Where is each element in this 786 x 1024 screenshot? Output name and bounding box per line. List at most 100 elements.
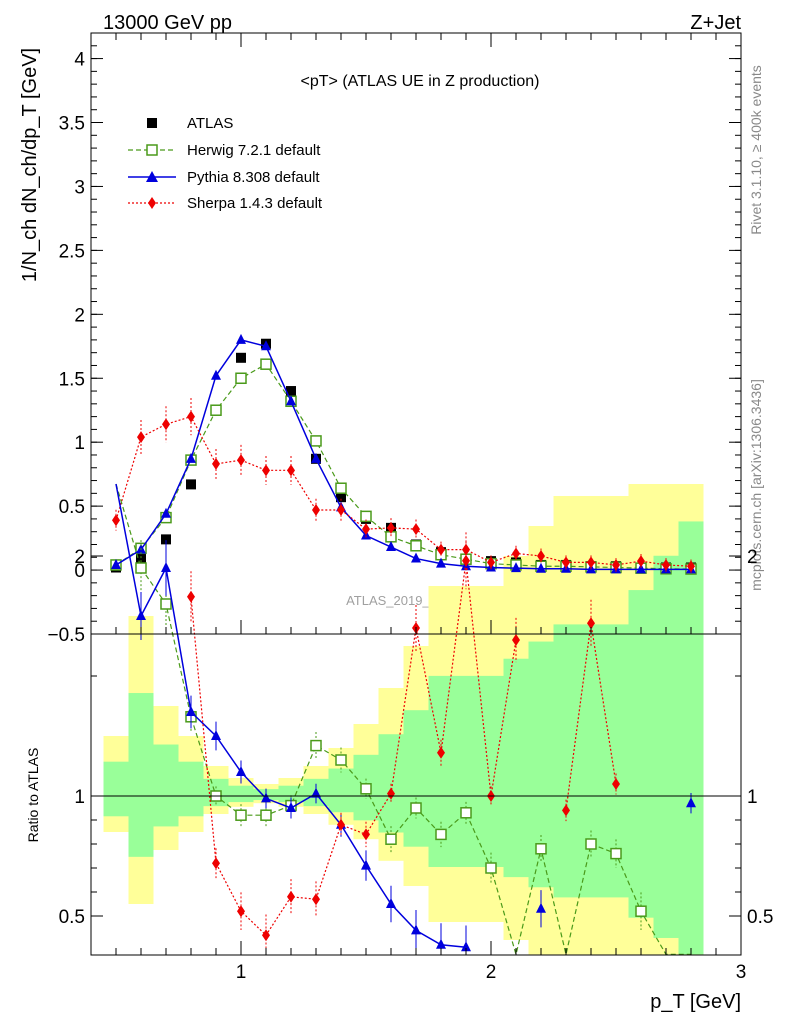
rivet-label: Rivet 3.1.10, ≥ 400k events	[748, 65, 764, 235]
data-point-sherpa	[337, 818, 345, 831]
x-tick-label: 2	[486, 962, 497, 983]
data-point-herwig	[460, 807, 472, 819]
data-point-sherpa	[387, 787, 395, 800]
y-tick-label: 4	[74, 50, 85, 71]
ratio-band-green	[553, 624, 579, 898]
data-point-herwig	[485, 862, 497, 874]
data-point-sherpa	[137, 431, 145, 444]
ratio-line-sherpa	[190, 560, 517, 937]
ratio-y-tick-label: 1	[74, 787, 85, 808]
y-tick-label: 3.5	[59, 114, 85, 135]
data-point-herwig	[310, 435, 322, 447]
data-point-sherpa	[362, 523, 370, 536]
legend-label-sherpa: Sherpa 1.4.3 default	[187, 195, 323, 212]
legend-marker-atlas	[147, 118, 157, 128]
ratio-y-tick-label-right: 2	[747, 547, 758, 568]
legend: ATLAS Herwig 7.2.1 default Pythia 8.308 …	[128, 115, 323, 212]
data-point-pythia	[186, 452, 196, 463]
data-point-sherpa	[312, 893, 320, 906]
data-point-herwig	[610, 847, 622, 860]
data-point-pythia	[261, 340, 271, 351]
ratio-band-green	[178, 761, 204, 817]
data-point-sherpa	[212, 857, 220, 870]
data-point-herwig	[160, 598, 172, 610]
data-point-herwig	[410, 802, 422, 814]
data-point-atlas	[286, 386, 296, 397]
legend-entry-herwig: Herwig 7.2.1 default	[128, 142, 321, 159]
y-tick-label: 1	[74, 433, 85, 454]
y-tick-label: 1.5	[59, 369, 85, 390]
mcplots-label: mcplots.cern.ch [arXiv:1306.3436]	[748, 379, 764, 591]
data-point-herwig	[585, 838, 597, 850]
data-point-herwig	[310, 739, 322, 752]
data-point-pythia	[436, 557, 446, 568]
data-point-pythia	[236, 766, 246, 776]
data-point-sherpa	[512, 547, 520, 560]
data-point-herwig	[235, 809, 247, 821]
legend-marker-herwig	[146, 144, 158, 156]
x-tick-label: 1	[236, 962, 247, 983]
data-point-pythia	[286, 802, 296, 812]
data-point-sherpa	[262, 929, 270, 942]
data-point-sherpa	[237, 905, 245, 918]
data-point-pythia	[636, 563, 646, 574]
data-point-sherpa	[237, 454, 245, 467]
y-tick-label: 0.5	[59, 497, 85, 518]
series-line-pythia	[115, 339, 691, 571]
data-point-pythia	[311, 452, 321, 463]
legend-entry-pythia: Pythia 8.308 default	[128, 169, 320, 186]
data-point-pythia	[411, 552, 421, 563]
data-point-pythia	[186, 706, 196, 716]
data-point-pythia	[386, 898, 396, 908]
data-point-sherpa	[562, 556, 570, 569]
ratio-band-green	[678, 521, 704, 955]
data-point-sherpa	[187, 590, 195, 603]
data-point-pythia	[361, 859, 371, 870]
data-point-sherpa	[162, 418, 170, 431]
ratio-y-tick-label-right: 0.5	[747, 907, 773, 928]
data-point-herwig	[410, 540, 422, 552]
data-point-pythia	[136, 610, 146, 620]
data-point-pythia	[161, 562, 171, 572]
data-point-herwig	[635, 905, 647, 917]
data-point-atlas	[186, 479, 196, 490]
data-point-herwig	[360, 783, 372, 795]
ratio-band-green	[153, 744, 179, 827]
ratio-band-green	[628, 590, 654, 918]
data-point-atlas	[136, 553, 146, 564]
data-point-sherpa	[637, 555, 645, 568]
data-point-sherpa	[687, 560, 695, 573]
data-point-herwig	[260, 358, 272, 370]
data-point-herwig	[335, 482, 347, 494]
data-point-pythia	[536, 562, 546, 573]
ratio-band-green	[378, 734, 404, 833]
ratio-band-green	[278, 785, 304, 803]
data-point-pythia	[286, 395, 296, 406]
data-point-sherpa	[287, 890, 295, 903]
data-point-atlas	[336, 492, 346, 503]
data-point-herwig	[135, 562, 147, 574]
ratio-band-green	[453, 675, 479, 867]
legend-entry-atlas: ATLAS	[147, 115, 233, 132]
data-point-pythia	[111, 558, 121, 569]
ratio-band-green	[103, 761, 129, 817]
data-point-pythia	[411, 924, 421, 935]
y-tick-label: −0.5	[47, 625, 85, 646]
data-point-sherpa	[262, 464, 270, 477]
x-tick-label: 3	[736, 962, 747, 983]
data-point-sherpa	[412, 523, 420, 536]
data-point-pythia	[211, 369, 221, 380]
data-point-sherpa	[337, 503, 345, 516]
data-point-herwig	[335, 754, 347, 766]
data-point-sherpa	[662, 558, 670, 571]
x-axis-label: p_T [GeV]	[650, 991, 741, 1013]
ratio-band-green	[228, 785, 254, 803]
data-point-herwig	[260, 809, 272, 821]
data-point-herwig	[210, 404, 222, 416]
ratio-y-tick-label: 0.5	[59, 907, 85, 928]
ratio-band-green	[478, 675, 504, 867]
data-point-pythia	[436, 938, 446, 949]
data-point-sherpa	[612, 778, 620, 790]
data-point-sherpa	[387, 521, 395, 534]
data-point-pythia	[686, 797, 696, 808]
